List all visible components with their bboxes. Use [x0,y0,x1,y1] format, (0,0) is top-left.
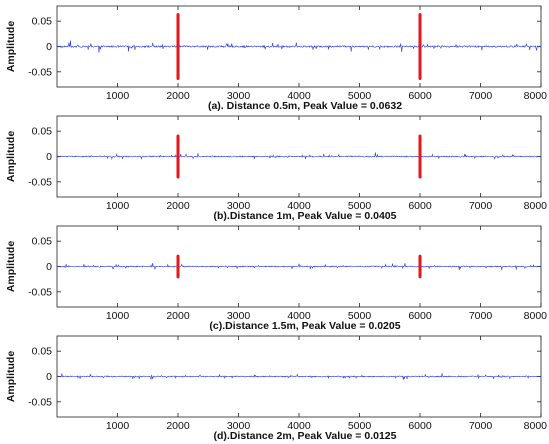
x-tick-label: 1000 [106,420,130,432]
x-tick-label: 7000 [469,310,493,322]
x-tick-label: 5000 [348,310,372,322]
x-tick-label: 5000 [348,90,372,102]
x-tick-label: 3000 [227,200,251,212]
y-tick-label: 0.05 [32,236,53,248]
x-tick-label: 2000 [166,420,190,432]
y-axis-label: Amplitude [5,241,17,292]
x-tick-label: 2000 [166,200,190,212]
x-tick-label: 5000 [348,200,372,212]
x-tick-label: 3000 [227,90,251,102]
x-tick-label: 8000 [524,420,548,432]
signal-trace [56,263,542,271]
y-tick-label: 0 [46,151,52,163]
signal-trace [56,40,542,53]
x-tick-label: 3000 [227,310,251,322]
y-axis-label: Amplitude [5,351,17,402]
x-tick-label: 6000 [408,200,432,212]
y-tick-label: -0.05 [28,66,52,78]
x-tick-label: 7000 [469,420,493,432]
x-tick-label: 6000 [408,420,432,432]
x-tick-label: 8000 [524,90,548,102]
x-tick-label: 8000 [524,310,548,322]
x-tick-label: 1000 [106,90,130,102]
chart-panel-2: 0.05 0 -0.05 1000 2000 3000 4000 5000 6000 7000 80… [5,115,548,222]
y-tick-label: -0.05 [28,396,52,408]
y-tick-label: 0 [46,371,52,383]
panel-caption: (c).Distance 1.5m, Peak Value = 0.0205 [209,320,400,332]
y-tick-label: 0.05 [32,126,53,138]
x-tick-label: 4000 [287,200,311,212]
x-tick-label: 1000 [106,310,130,322]
y-axis-label: Amplitude [5,21,17,72]
chart-panel-1: 0.05 0 -0.05 1000 2000 3000 4000 5000 6000 7000 80… [5,5,548,112]
x-tick-label: 5000 [348,420,372,432]
signal-trace [56,152,542,161]
y-axis-label: Amplitude [5,131,17,182]
x-tick-label: 6000 [408,310,432,322]
x-tick-label: 2000 [166,310,190,322]
panel-caption: (d).Distance 2m, Peak Value = 0.0125 [214,430,397,442]
chart-panel-4: 0.05 0 -0.05 1000 2000 3000 4000 5000 6000 7000 80… [5,335,548,442]
x-tick-label: 4000 [287,90,311,102]
signal-trace [56,373,542,380]
x-tick-label: 4000 [287,420,311,432]
x-tick-label: 7000 [469,200,493,212]
x-tick-label: 7000 [469,90,493,102]
x-tick-label: 2000 [166,90,190,102]
y-tick-label: 0 [46,41,52,53]
y-tick-label: -0.05 [28,176,52,188]
chart-panel-3: 0.05 0 -0.05 1000 2000 3000 4000 5000 6000 7000 80… [5,225,548,332]
y-tick-label: 0.05 [32,346,53,358]
panel-caption: (a). Distance 0.5m, Peak Value = 0.0632 [208,100,402,112]
x-tick-label: 8000 [524,200,548,212]
y-tick-label: -0.05 [28,286,52,298]
x-tick-label: 4000 [287,310,311,322]
panel-caption: (b).Distance 1m, Peak Value = 0.0405 [214,210,397,222]
x-tick-label: 6000 [408,90,432,102]
x-tick-label: 3000 [227,420,251,432]
y-tick-label: 0 [46,261,52,273]
y-tick-label: 0.05 [32,16,53,28]
x-tick-label: 1000 [106,200,130,212]
